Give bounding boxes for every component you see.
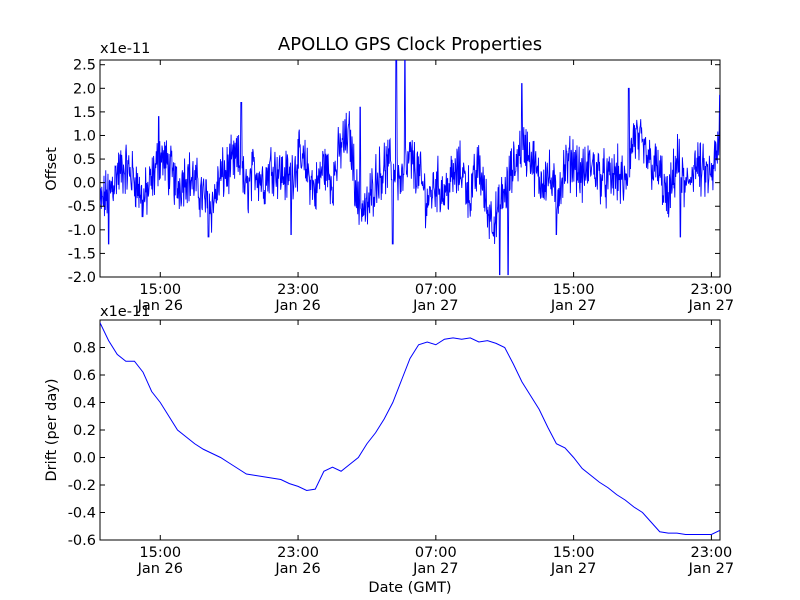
y-tick-label: -1.5 (68, 246, 96, 262)
drift-y-label: Drift (per day) (44, 379, 60, 482)
x-tick-time-label: 15:00 (139, 282, 181, 298)
x-tick-date-label: Jan 26 (274, 298, 320, 314)
x-tick-time-label: 23:00 (277, 282, 319, 298)
y-tick-label: 0.5 (73, 152, 96, 168)
x-tick-time-label: 23:00 (277, 545, 319, 561)
drift-y-ticks: -0.6 -0.4 -0.2 0.0 0.2 0.4 0.6 0.8 (68, 341, 720, 549)
x-tick-date-label: Jan 27 (412, 561, 458, 577)
x-tick-time-label: 07:00 (415, 545, 457, 561)
x-tick-time-label: 23:00 (690, 282, 732, 298)
x-tick-date-label: Jan 26 (137, 298, 183, 314)
y-tick-label: 0.0 (73, 176, 96, 192)
drift-series-line (100, 322, 720, 535)
y-tick-label: 2.5 (73, 58, 96, 74)
y-tick-label: 0.8 (73, 341, 96, 357)
y-tick-label: 0.2 (73, 423, 96, 439)
x-tick-time-label: 23:00 (690, 545, 732, 561)
x-tick-date-label: Jan 27 (550, 298, 596, 314)
offset-subplot: -2.0 -1.5 -1.0 -0.5 0.0 0.5 1.0 1.5 2.0 2.5 15:00… (44, 41, 734, 314)
offset-series-line (100, 60, 720, 276)
y-tick-label: 0.4 (73, 396, 96, 412)
offset-multiplier: x1e-11 (100, 41, 150, 57)
figure-title: APOLLO GPS Clock Properties (278, 34, 542, 55)
x-tick-time-label: 15:00 (553, 282, 595, 298)
y-tick-label: -1.0 (68, 223, 96, 239)
y-tick-label: 0.6 (73, 368, 96, 384)
y-tick-label: -0.2 (68, 478, 96, 494)
x-tick-date-label: Jan 26 (137, 561, 183, 577)
drift-plot-area (100, 322, 720, 535)
y-tick-label: 0.0 (73, 451, 96, 467)
x-tick-time-label: 15:00 (139, 545, 181, 561)
y-tick-label: -2.0 (68, 270, 96, 286)
offset-plot-area (100, 60, 720, 276)
y-tick-label: 1.0 (73, 128, 96, 144)
offset-y-ticks: -2.0 -1.5 -1.0 -0.5 0.0 0.5 1.0 1.5 2.0 2.5 (68, 58, 720, 286)
x-tick-date-label: Jan 27 (412, 298, 458, 314)
x-tick-date-label: Jan 27 (688, 561, 734, 577)
drift-plot-frame (99, 319, 721, 541)
x-tick-date-label: Jan 26 (274, 561, 320, 577)
x-tick-time-label: 07:00 (415, 282, 457, 298)
x-axis-label: Date (GMT) (368, 580, 451, 596)
x-tick-time-label: 15:00 (553, 545, 595, 561)
y-tick-label: -0.6 (68, 533, 96, 549)
drift-multiplier: x1e-11 (100, 304, 150, 320)
y-tick-label: 1.5 (73, 105, 96, 121)
offset-y-label: Offset (44, 147, 60, 191)
x-tick-date-label: Jan 27 (688, 298, 734, 314)
x-tick-date-label: Jan 27 (550, 561, 596, 577)
y-tick-label: 2.0 (73, 81, 96, 97)
y-tick-label: -0.5 (68, 199, 96, 215)
y-tick-label: -0.4 (68, 506, 96, 522)
